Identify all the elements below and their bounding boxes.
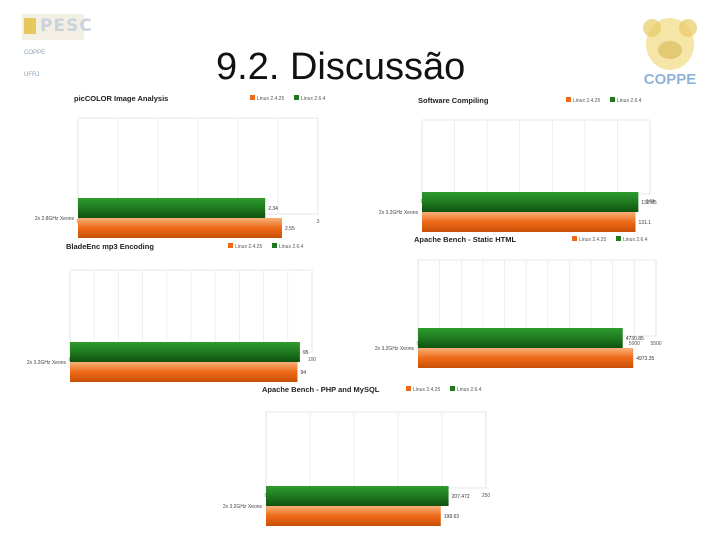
pesc-logo: PESC: [22, 14, 92, 40]
pesc-logo-mark: [24, 18, 36, 34]
slide-title: 9.2. Discussão: [216, 46, 466, 88]
data-label: 132.85: [641, 200, 657, 206]
legend-label: Linux 2.4.25: [573, 98, 600, 104]
bar-linux-2-4-25: [78, 218, 282, 238]
chart-title: picCOLOR Image Analysis: [74, 94, 168, 103]
tick-label: 5500: [650, 341, 661, 347]
coppe-logo-text: COPPE: [644, 71, 697, 88]
data-label: 198.63: [444, 514, 460, 520]
tick-label: 100: [308, 357, 317, 363]
chart-bladeenc: BladeEnc mp3 Encoding Linux 2.4.25 Linux 2…: [18, 240, 318, 382]
chart-title: Apache Bench - PHP and MySQL: [262, 385, 380, 394]
category-label: 2x 3.2GHz Xeons: [375, 346, 415, 352]
bar-linux-2-6-4: [78, 198, 266, 218]
bar-linux-2-4-25: [418, 348, 634, 368]
legend-label: Linux 2.6.4: [457, 387, 482, 393]
legend-label: Linux 2.4.25: [579, 237, 606, 243]
plot-area: [421, 119, 651, 195]
data-label: 2.34: [268, 206, 278, 212]
data-label: 95: [303, 350, 309, 356]
legend-label: Linux 2.4.25: [413, 387, 440, 393]
category-label: 2x 2.8GHz Xeons: [35, 216, 75, 222]
legend-label: Linux 2.6.4: [279, 244, 304, 250]
legend-swatch: [450, 386, 455, 391]
chart-svg: Apache Bench - PHP and MySQL Linux 2.4.25…: [223, 385, 491, 526]
chart-title: Software Compiling: [418, 96, 489, 105]
coppe-logo: COPPE: [643, 18, 697, 88]
chart-svg: picCOLOR Image Analysis Linux 2.4.25 Linux…: [35, 94, 326, 238]
data-label: 207.472: [452, 494, 470, 500]
category-label: 2x 3.2GHz Xeons: [379, 210, 419, 216]
chart-svg: Software Compiling Linux 2.4.25 Linux 2.6.…: [379, 96, 657, 232]
chart-svg: BladeEnc mp3 Encoding Linux 2.4.25 Linux 2…: [27, 242, 317, 382]
bar-linux-2-4-25: [266, 506, 441, 526]
chart-apache-php: Apache Bench - PHP and MySQL Linux 2.4.25…: [216, 382, 496, 526]
chart-software-compiling: Software Compiling Linux 2.4.25 Linux 2.6.…: [364, 92, 657, 232]
tick-label: 3: [317, 219, 320, 225]
side-label-coppe: COPPE: [24, 50, 46, 56]
legend-swatch: [272, 243, 277, 248]
category-label: 2x 3.2GHz Xeons: [223, 504, 263, 510]
legend-label: Linux 2.6.4: [617, 98, 642, 104]
category-label: 2x 3.2GHz Xeons: [27, 360, 67, 366]
plot-area: [417, 259, 657, 337]
bar-linux-2-4-25: [422, 212, 636, 232]
chart-piccolor: picCOLOR Image Analysis Linux 2.4.25 Linux…: [35, 92, 340, 242]
tick-label: 140: [646, 199, 655, 205]
side-label-ufrj: UFRJ: [24, 72, 40, 78]
pesc-logo-text: PESC: [40, 16, 93, 36]
tick-label: 5000: [629, 341, 640, 347]
legend-swatch: [616, 236, 621, 241]
legend-swatch: [566, 97, 571, 102]
legend-label: Linux 2.4.25: [257, 96, 284, 102]
legend-label: Linux 2.4.25: [235, 244, 262, 250]
tick-label: 250: [482, 493, 491, 499]
legend-swatch: [406, 386, 411, 391]
bar-linux-2-4-25: [70, 362, 298, 382]
chart-apache-static: Apache Bench - Static HTML Linux 2.4.25 Li…: [358, 232, 662, 368]
data-label: 2.55: [285, 226, 295, 232]
bar-linux-2-6-4: [418, 328, 623, 348]
bar-linux-2-6-4: [266, 486, 449, 506]
data-label: 94: [300, 370, 306, 376]
legend-swatch: [228, 243, 233, 248]
plot-area: [265, 411, 487, 489]
data-label: 4730.85: [626, 336, 644, 342]
legend-label: Linux 2.6.4: [301, 96, 326, 102]
legend-swatch: [294, 95, 299, 100]
bar-linux-2-6-4: [422, 192, 639, 212]
legend-swatch: [250, 95, 255, 100]
data-label: 4973.35: [636, 356, 654, 362]
bar-linux-2-6-4: [70, 342, 300, 362]
chart-svg: Apache Bench - Static HTML Linux 2.4.25 Li…: [375, 235, 662, 368]
chart-title: Apache Bench - Static HTML: [414, 235, 517, 244]
data-label: 131.1: [639, 220, 652, 226]
legend-label: Linux 2.6.4: [623, 237, 648, 243]
legend-swatch: [572, 236, 577, 241]
chart-title: BladeEnc mp3 Encoding: [66, 242, 154, 251]
legend-swatch: [610, 97, 615, 102]
